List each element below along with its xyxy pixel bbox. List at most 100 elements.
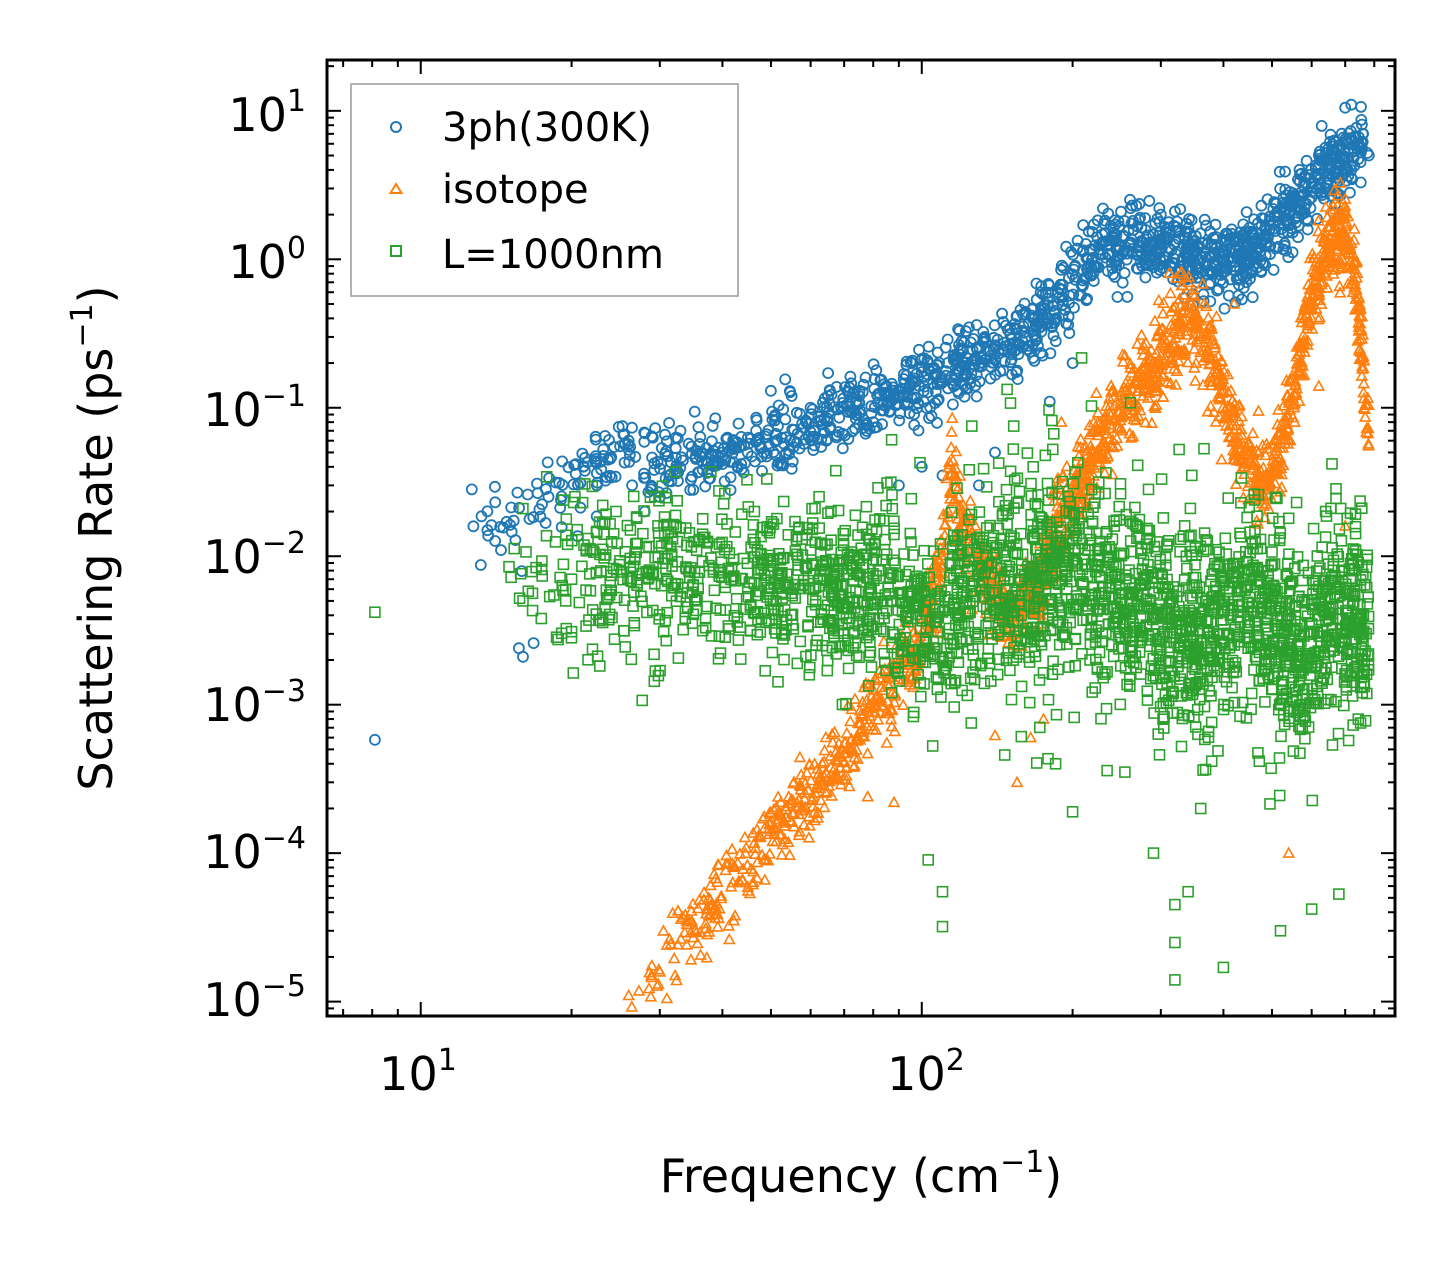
3ph-point xyxy=(1016,324,1028,337)
3ph-point xyxy=(865,400,878,413)
isotope-point xyxy=(1098,466,1112,478)
3ph-point xyxy=(608,441,620,453)
l1000-point xyxy=(1085,400,1098,412)
3ph-point xyxy=(791,427,804,440)
l1000-point xyxy=(1101,764,1113,777)
isotope-point xyxy=(1114,409,1128,422)
3ph-point xyxy=(846,406,859,419)
l1000-point xyxy=(1173,443,1185,456)
isotope-point xyxy=(851,752,864,764)
3ph-point xyxy=(929,397,941,410)
3ph-point xyxy=(1133,241,1146,254)
l1000-point xyxy=(1306,794,1319,807)
isotope-point xyxy=(798,776,812,789)
3ph-point xyxy=(489,496,502,509)
3ph-point xyxy=(1085,269,1098,282)
isotope-point xyxy=(1348,262,1362,275)
isotope-point xyxy=(773,807,786,820)
3ph-point xyxy=(688,405,701,418)
3ph-point xyxy=(980,353,993,366)
isotope-point xyxy=(1254,471,1267,483)
3ph-point xyxy=(1004,321,1016,334)
isotope-point xyxy=(1188,374,1202,386)
3ph-point xyxy=(699,480,712,493)
isotope-point xyxy=(1246,426,1260,439)
isotope-point xyxy=(714,891,728,904)
isotope-point xyxy=(857,725,870,737)
isotope-point xyxy=(1145,416,1159,429)
3ph-point xyxy=(921,354,934,367)
3ph-point xyxy=(1026,312,1039,325)
3ph-point xyxy=(1084,258,1097,270)
3ph-point xyxy=(770,427,782,440)
3ph-point xyxy=(932,393,945,406)
l1000-point xyxy=(1042,693,1055,706)
isotope-point xyxy=(878,662,891,675)
isotope-point xyxy=(1224,409,1238,421)
isotope-point xyxy=(1170,364,1184,377)
l1000-point xyxy=(1349,527,1362,540)
3ph-point xyxy=(1345,164,1358,176)
3ph-point xyxy=(867,358,880,371)
3ph-point xyxy=(836,427,849,440)
3ph-point xyxy=(730,441,742,454)
3ph-point xyxy=(1029,334,1042,347)
3ph-point xyxy=(474,559,487,571)
3ph-point xyxy=(951,356,964,368)
isotope-point xyxy=(1259,448,1273,461)
isotope-point xyxy=(1241,479,1255,492)
l1000-point xyxy=(567,667,580,679)
isotope-point xyxy=(1086,446,1099,458)
isotope-point xyxy=(1162,266,1176,279)
isotope-point xyxy=(1060,459,1074,472)
3ph-point xyxy=(970,390,983,403)
isotope-point xyxy=(1312,312,1325,325)
isotope-point xyxy=(1276,458,1290,471)
3ph-point xyxy=(1169,205,1181,218)
isotope-point xyxy=(660,938,674,950)
3ph-point xyxy=(554,501,567,514)
3ph-point xyxy=(555,490,568,503)
3ph-point xyxy=(1211,254,1224,267)
isotope-point xyxy=(1348,273,1361,286)
3ph-point xyxy=(948,348,961,361)
3ph-point xyxy=(868,373,881,385)
3ph-point xyxy=(1315,120,1328,132)
3ph-point xyxy=(1086,243,1098,256)
3ph-point xyxy=(629,450,642,463)
isotope-point xyxy=(1100,399,1113,412)
3ph-point xyxy=(774,458,787,471)
isotope-point xyxy=(1301,334,1315,346)
l1000-point xyxy=(1027,460,1039,473)
isotope-point xyxy=(1301,338,1314,350)
isotope-point xyxy=(746,877,760,890)
l1000-point xyxy=(1021,447,1034,459)
3ph-point xyxy=(769,414,781,427)
3ph-point xyxy=(1259,249,1272,262)
isotope-point xyxy=(1331,188,1345,201)
3ph-point xyxy=(1274,182,1286,195)
3ph-point xyxy=(1027,352,1039,364)
l1000-point xyxy=(1013,485,1026,498)
isotope-point xyxy=(861,790,875,802)
isotope-point xyxy=(1197,318,1210,331)
isotope-point xyxy=(1263,462,1277,475)
isotope-point xyxy=(815,756,829,769)
3ph-point xyxy=(605,471,618,484)
3ph-point xyxy=(1304,202,1317,214)
isotope-point xyxy=(1217,365,1231,377)
isotope-point xyxy=(1355,369,1369,381)
3ph-point xyxy=(1233,279,1245,291)
isotope-point xyxy=(953,469,967,481)
3ph-point xyxy=(947,398,959,411)
3ph-point xyxy=(1355,114,1368,126)
3ph-point xyxy=(1248,213,1260,226)
3ph-point xyxy=(695,455,708,468)
isotope-point xyxy=(786,776,800,789)
3ph-point xyxy=(799,414,812,427)
3ph-point xyxy=(589,433,602,446)
isotope-point xyxy=(1204,318,1218,331)
isotope-point xyxy=(728,909,742,921)
isotope-point xyxy=(691,936,704,949)
isotope-point xyxy=(681,912,695,925)
